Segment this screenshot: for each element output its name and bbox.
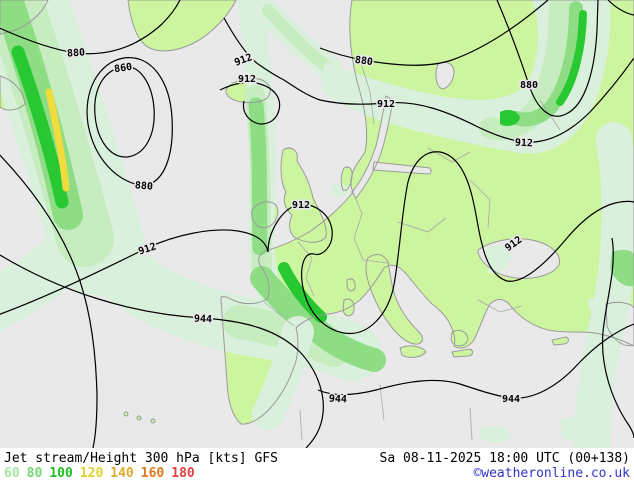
weather-map: 880 860 912 912 880 912 912 944 880 912 … bbox=[0, 0, 634, 448]
land-layer bbox=[0, 0, 634, 425]
contour-label: 880 bbox=[67, 47, 86, 59]
contour-label: 912 bbox=[377, 99, 395, 110]
contour-label: 880 bbox=[134, 180, 153, 193]
contour-label: 912 bbox=[238, 74, 256, 85]
scale-value-120: 120 bbox=[79, 466, 104, 481]
scale-value-180: 180 bbox=[171, 466, 195, 481]
scale-value-100: 100 bbox=[49, 466, 73, 481]
contour-label: 880 bbox=[354, 55, 373, 68]
coastline-layer bbox=[0, 0, 634, 425]
contour-label: 944 bbox=[329, 394, 348, 406]
scale-value-140: 140 bbox=[110, 466, 134, 481]
contour-label: 860 bbox=[113, 62, 132, 75]
height-contours bbox=[0, 0, 634, 448]
jet-speed-scale: 60 80 100 120 140 160 180 bbox=[4, 466, 202, 481]
contour-label: 944 bbox=[502, 394, 520, 405]
map-footer: Jet stream/Height 300 hPa [kts] GFS Sa 0… bbox=[0, 448, 634, 490]
valid-time: Sa 08-11-2025 18:00 UTC (00+138) bbox=[379, 451, 630, 466]
scale-value-80: 80 bbox=[26, 466, 43, 481]
copyright-text: ©weatheronline.co.uk bbox=[473, 466, 630, 481]
contour-label: 944 bbox=[194, 314, 212, 326]
jet-shading-layer bbox=[0, 0, 634, 448]
scale-value-160: 160 bbox=[140, 466, 165, 481]
map-title: Jet stream/Height 300 hPa [kts] GFS bbox=[4, 451, 278, 466]
contour-label: 880 bbox=[520, 80, 538, 91]
scale-value-60: 60 bbox=[4, 466, 20, 481]
country-borders bbox=[263, 59, 561, 441]
contour-label: 912 bbox=[292, 200, 310, 211]
contour-label: 912 bbox=[515, 138, 534, 150]
